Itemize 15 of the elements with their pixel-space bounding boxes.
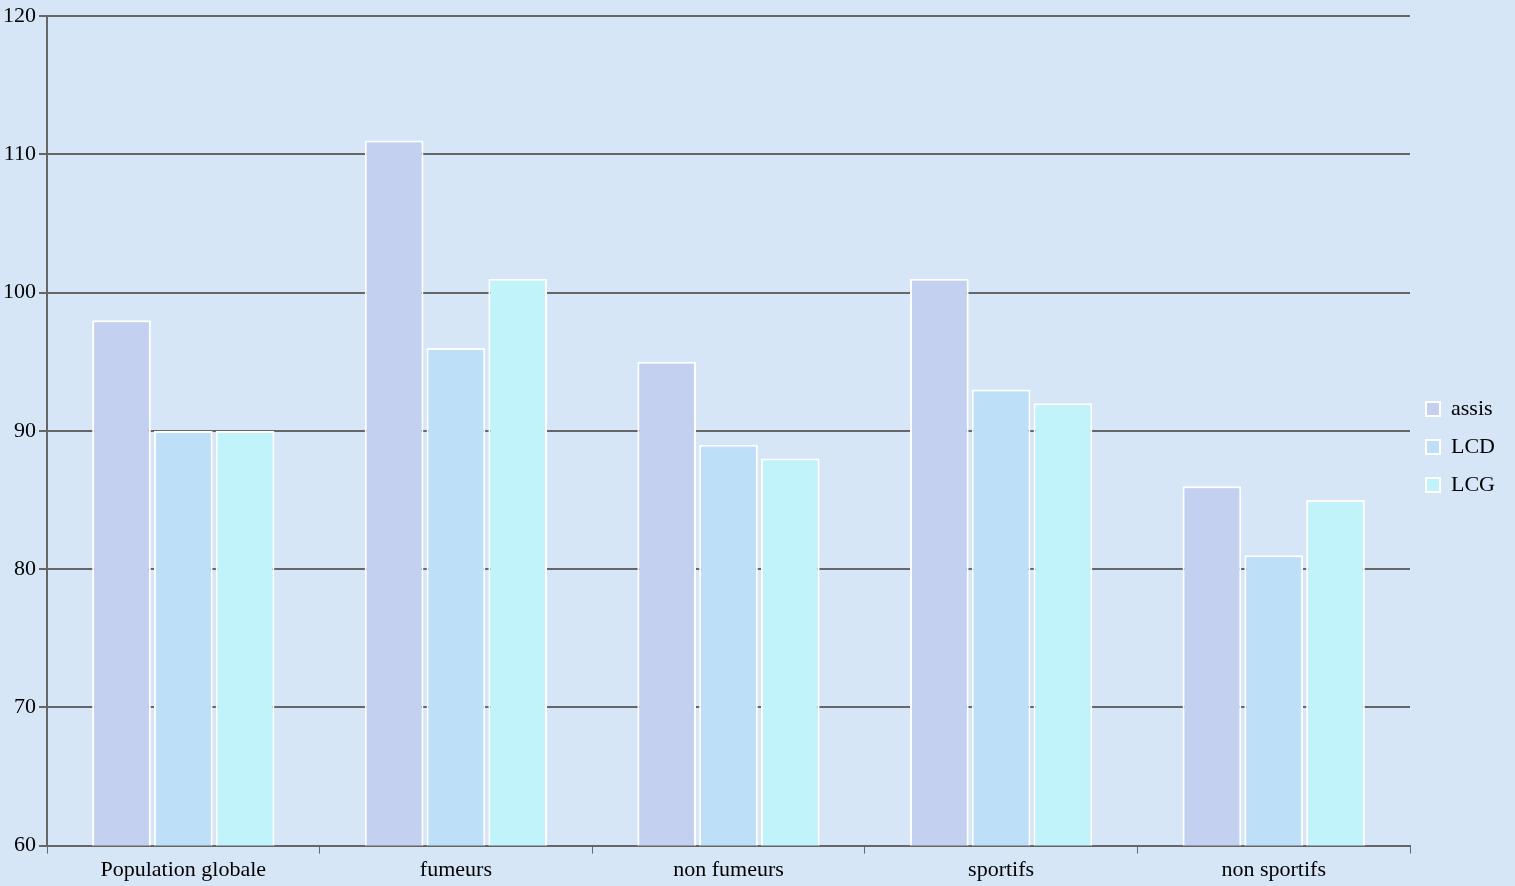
x-tick-label: non sportifs	[1221, 855, 1326, 881]
y-tick-label: 100	[3, 278, 36, 304]
y-tick-label: 110	[3, 140, 36, 166]
legend-label: assis	[1451, 394, 1493, 420]
x-tick-label: non fumeurs	[673, 855, 784, 881]
y-tick-label: 60	[14, 831, 36, 857]
y-tick-label: 120	[3, 1, 36, 27]
legend-label: LCD	[1451, 432, 1495, 458]
y-tick-label: 70	[14, 693, 36, 719]
legend-label: LCG	[1451, 470, 1496, 496]
y-tick-label: 90	[14, 416, 36, 442]
y-tick-label: 80	[14, 554, 36, 580]
x-tick-label: Population globale	[100, 855, 267, 881]
x-tick-label: fumeurs	[419, 855, 492, 881]
x-tick-label: sportifs	[968, 855, 1035, 881]
